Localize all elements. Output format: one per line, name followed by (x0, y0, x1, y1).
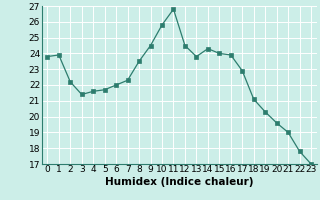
X-axis label: Humidex (Indice chaleur): Humidex (Indice chaleur) (105, 177, 253, 187)
